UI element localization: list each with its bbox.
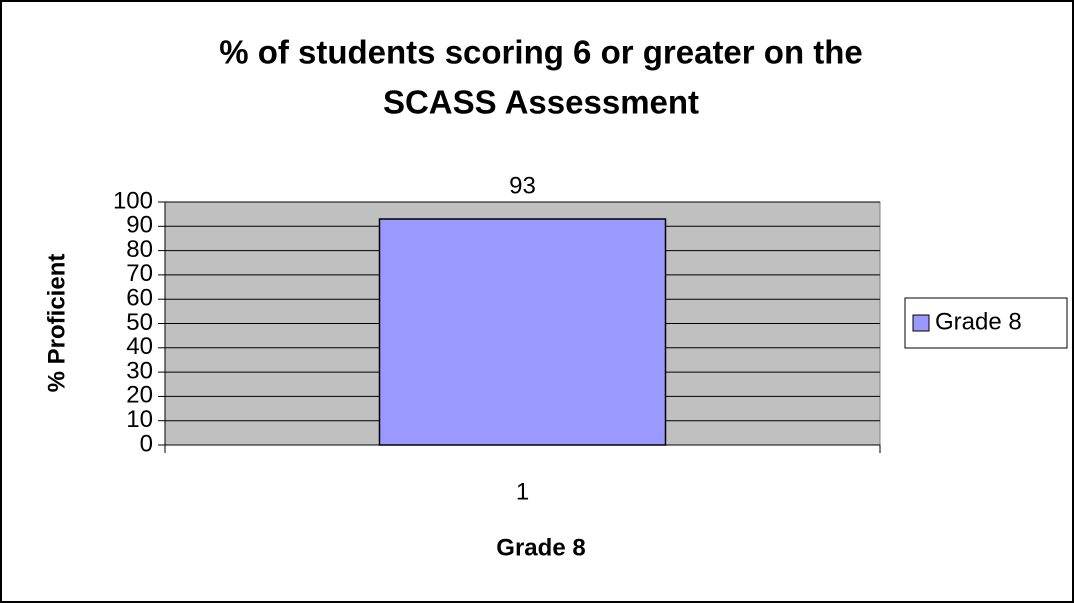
y-tick-label: 90 [126, 212, 153, 239]
y-tick-label: 60 [126, 285, 153, 312]
x-tick-label: 1 [516, 478, 529, 505]
y-tick-label: 0 [140, 430, 153, 457]
y-axis-title: % Proficient [43, 254, 70, 393]
y-tick-label: 10 [126, 406, 153, 433]
x-axis-title: Grade 8 [496, 534, 585, 561]
legend-box [904, 297, 1068, 349]
y-tick-label: 80 [126, 236, 153, 263]
bar [378, 218, 667, 446]
data-label: 93 [509, 172, 536, 199]
y-tick-label: 50 [126, 309, 153, 336]
legend-label: Grade 8 [935, 308, 1022, 335]
y-tick-label: 20 [126, 382, 153, 409]
y-tick-label: 100 [113, 187, 153, 214]
legend-swatch [912, 314, 930, 332]
y-tick-label: 70 [126, 260, 153, 287]
y-tick-label: 40 [126, 333, 153, 360]
y-tick-label: 30 [126, 357, 153, 384]
chart-title: % of students scoring 6 or greater on th… [219, 34, 863, 71]
chart-title: SCASS Assessment [383, 84, 699, 121]
